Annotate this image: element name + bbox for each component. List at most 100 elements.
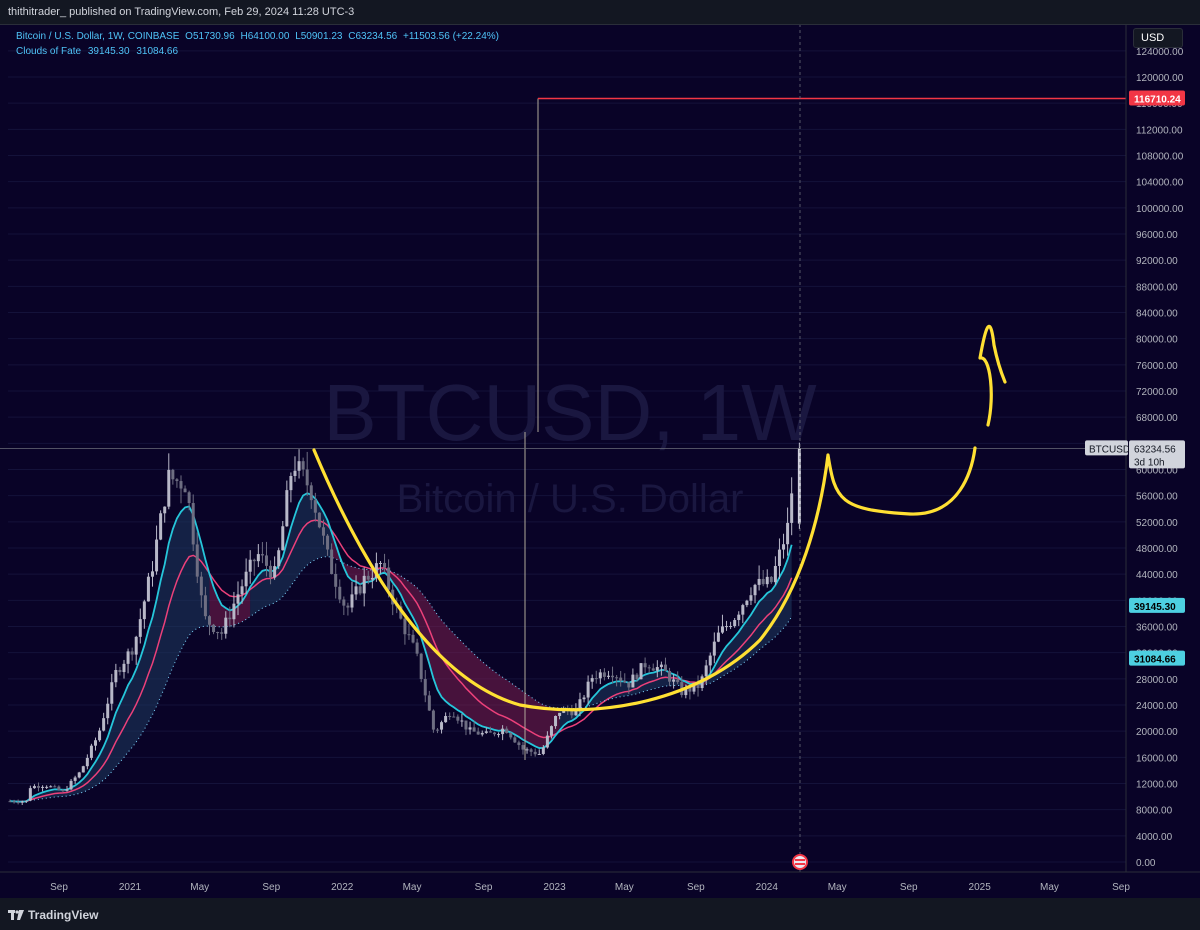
candle-body	[370, 577, 374, 580]
candle-body	[183, 488, 187, 493]
candle-body	[366, 575, 370, 580]
candle-body	[797, 448, 801, 524]
candle-body	[285, 490, 289, 527]
candle-body	[163, 506, 167, 514]
target-price-label: 116710.24	[1134, 95, 1181, 106]
candle-body	[411, 634, 415, 643]
cup-and-handle-drawing	[312, 324, 1007, 712]
time-tick-label: May	[828, 882, 847, 893]
time-tick-label: 2025	[969, 882, 992, 893]
candle-body	[334, 573, 338, 587]
candle-body	[106, 703, 110, 719]
time-tick-label: May	[403, 882, 422, 893]
candle-body	[545, 735, 549, 748]
candle-body	[554, 715, 558, 727]
candle-body	[216, 632, 220, 634]
candle-body	[537, 753, 541, 755]
candle-body	[611, 675, 615, 678]
event-flag-icon	[792, 854, 808, 870]
currency-button[interactable]: USD	[1133, 28, 1183, 48]
countdown-label: 3d 10h	[1134, 457, 1165, 468]
candle-body	[126, 651, 130, 664]
price-tick-label: 100000.00	[1136, 204, 1184, 215]
candle-body	[492, 732, 496, 735]
cloud-band	[706, 544, 792, 685]
candle-body	[696, 682, 700, 689]
time-tick-label: Sep	[262, 882, 280, 893]
candle-body	[403, 618, 407, 635]
time-tick-label: Sep	[1112, 882, 1130, 893]
time-tick-label: Sep	[900, 882, 918, 893]
candle-body	[338, 586, 342, 600]
candle-body	[45, 786, 49, 788]
time-tick-label: 2023	[543, 882, 566, 893]
candle-body	[16, 802, 20, 804]
candle-body	[659, 664, 663, 668]
price-tick-label: 36000.00	[1136, 623, 1178, 634]
change-value: +11503.56 (+22.24%)	[402, 31, 499, 42]
candle-body	[720, 626, 724, 633]
candle-body	[358, 586, 362, 594]
low-label: L	[295, 31, 301, 42]
candle-body	[676, 679, 680, 683]
candle-body	[464, 720, 468, 730]
candle-body	[786, 522, 790, 545]
price-tick-label: 72000.00	[1136, 387, 1178, 398]
candle-body	[757, 578, 761, 585]
price-tick-label: 0.00	[1136, 858, 1156, 869]
time-axis[interactable]: Sep 2021 May Sep 2022 May Sep 2023 May Sep 2024 May…	[0, 871, 1200, 893]
candle-body	[533, 751, 537, 755]
candle-body	[480, 732, 484, 735]
price-tick-label: 104000.00	[1136, 178, 1184, 189]
price-tick-label: 108000.00	[1136, 152, 1184, 163]
price-tick-label: 124000.00	[1136, 47, 1184, 58]
price-tick-label: 28000.00	[1136, 675, 1178, 686]
candle-body	[745, 600, 749, 606]
low-value: 50901.23	[300, 31, 343, 42]
candle-body	[692, 682, 696, 692]
candle-body	[114, 669, 118, 683]
candle-body	[77, 772, 81, 778]
candle-body	[297, 461, 301, 471]
candle-body	[716, 632, 720, 642]
candle-body	[330, 549, 334, 574]
candle-body	[32, 786, 36, 789]
candle-body	[342, 599, 346, 606]
cloud-band	[250, 493, 332, 617]
candle-body	[187, 492, 191, 504]
candle-body	[668, 670, 672, 682]
candle-body	[688, 687, 692, 692]
candle-body	[423, 678, 427, 696]
candle-body	[472, 727, 476, 732]
candle-body	[167, 469, 171, 507]
price-tick-label: 44000.00	[1136, 570, 1178, 581]
time-tick-label: Sep	[687, 882, 705, 893]
candle-body	[118, 669, 122, 673]
candle-body	[20, 801, 24, 803]
symbol-tag-bg	[1085, 440, 1128, 456]
candle-body	[309, 485, 313, 501]
price-axis[interactable]: 0.00 4000.00 8000.00 12000.00 16000.00 20000.…	[1085, 24, 1200, 872]
candle-body	[456, 716, 460, 721]
time-tick-label: May	[615, 882, 634, 893]
candle-body	[171, 469, 175, 480]
cloud-band	[331, 532, 560, 749]
candle-body	[655, 667, 659, 671]
candle-body	[407, 634, 411, 636]
candle-body	[517, 742, 521, 746]
price-tick-label: 92000.00	[1136, 256, 1178, 267]
time-tick-label: 2022	[331, 882, 354, 893]
candle-body	[749, 595, 753, 601]
candle-body	[431, 710, 435, 730]
candle-body	[305, 469, 309, 486]
candle-body	[672, 679, 676, 682]
tradingview-logo[interactable]: TradingView	[8, 908, 98, 922]
candle-body	[49, 786, 53, 788]
candle-body	[708, 655, 712, 666]
candle-body	[277, 550, 281, 567]
time-tick-label: 2024	[756, 882, 779, 893]
indicator-value-1: 39145.30	[87, 46, 130, 57]
candle-body	[627, 682, 631, 688]
cloud-band	[559, 669, 682, 731]
